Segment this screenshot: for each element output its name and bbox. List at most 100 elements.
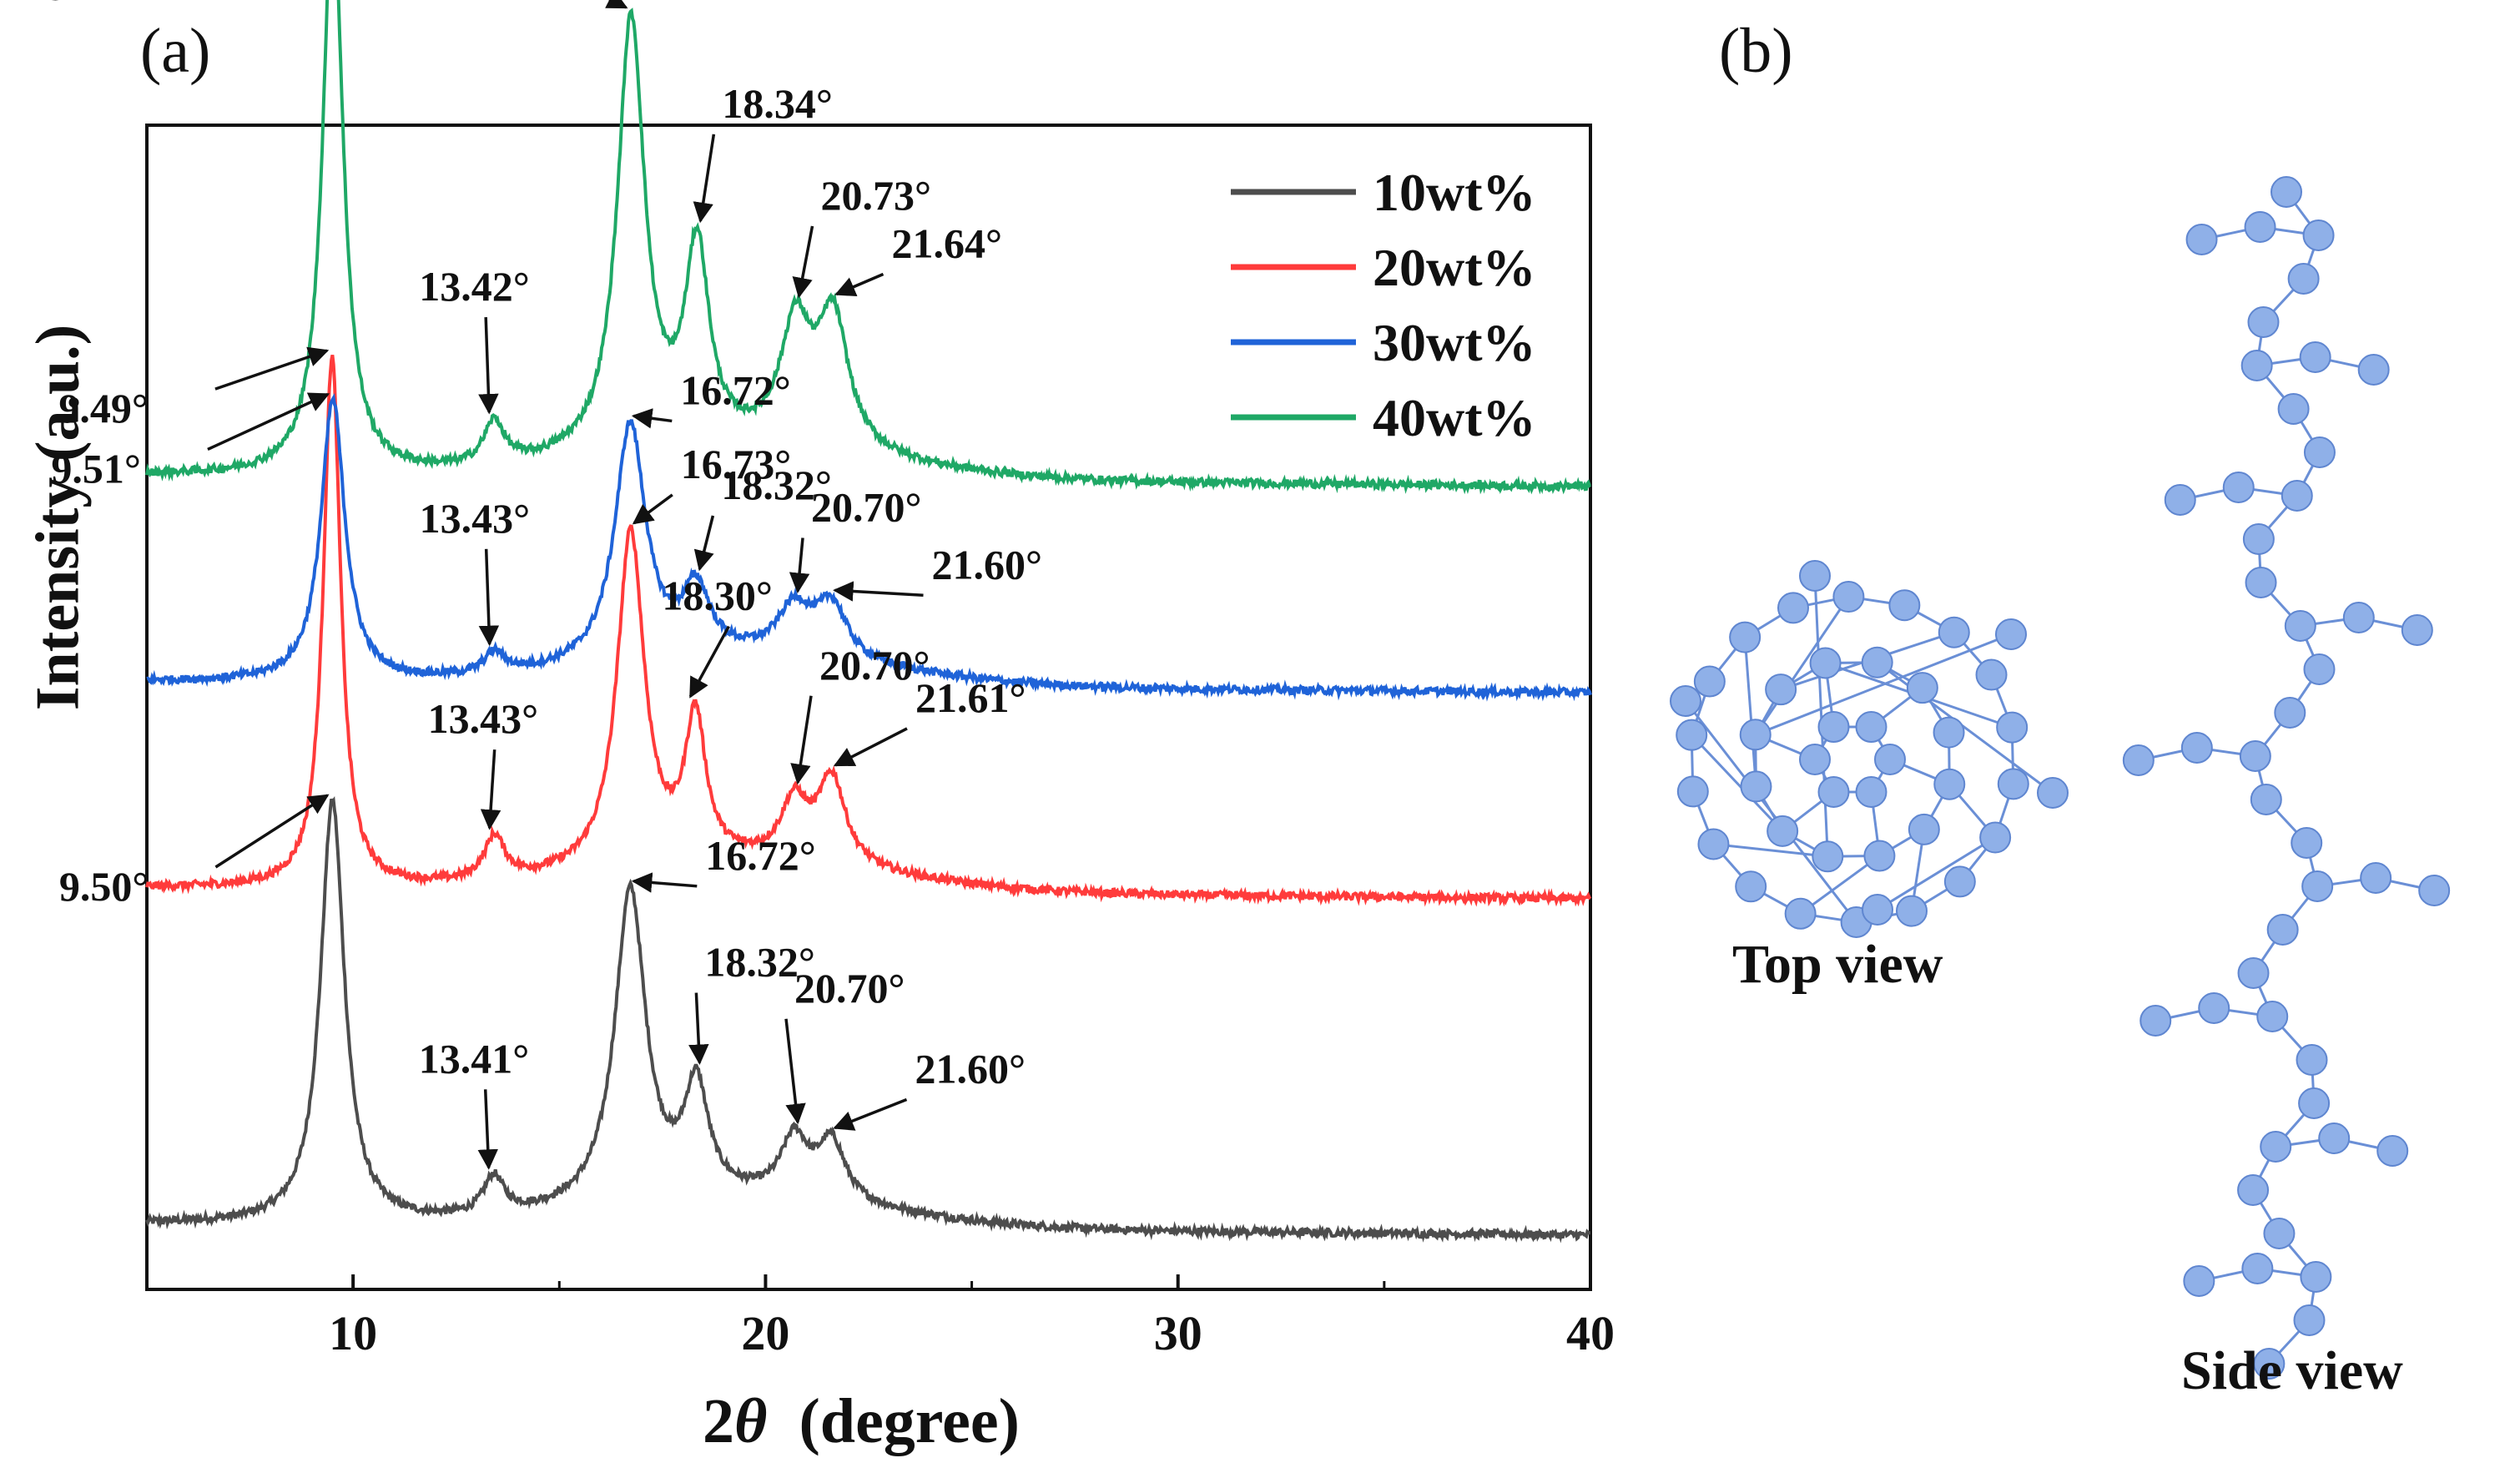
atom <box>1906 672 1938 704</box>
peak-arrow <box>784 1018 806 1125</box>
peak-label: 18.34° <box>722 80 833 127</box>
atom <box>1908 813 1940 845</box>
peak-label: 18.30° <box>662 573 773 619</box>
atom <box>2318 1122 2351 1154</box>
x-tick-label: 30 <box>1154 1306 1202 1360</box>
peak-arrow <box>207 392 330 451</box>
bond <box>1877 836 1996 911</box>
x-axis-label-theta: θ <box>734 1386 768 1456</box>
atom <box>2287 263 2320 295</box>
atom <box>2241 1253 2274 1284</box>
peak-arrow <box>478 317 499 415</box>
peak-label: 21.60° <box>915 1046 1026 1092</box>
bond <box>1813 575 1829 857</box>
atom <box>2291 827 2323 859</box>
bond <box>1743 637 1757 787</box>
peak-arrow <box>693 515 715 572</box>
atom <box>2303 653 2336 685</box>
atom <box>2222 472 2255 503</box>
atom <box>1863 840 1896 872</box>
atom <box>2245 567 2277 598</box>
atom <box>1855 711 1887 744</box>
atom <box>2256 1001 2289 1032</box>
atom <box>2277 393 2310 425</box>
atom <box>2180 732 2213 764</box>
legend-label: 30wt% <box>1373 313 1536 372</box>
atom <box>2274 697 2306 729</box>
atom <box>1933 716 1965 749</box>
atom <box>2244 211 2276 243</box>
series-layer <box>145 0 1592 1244</box>
side-view-label: Side view <box>2181 1340 2403 1401</box>
atom <box>2281 480 2313 512</box>
bond <box>1799 855 1881 915</box>
x-tick-label: 20 <box>741 1306 789 1360</box>
peak-label: 16.72° <box>705 832 816 879</box>
peak-arrow <box>214 794 330 869</box>
atom <box>2357 354 2390 386</box>
bond <box>1713 842 1828 858</box>
peak-label: 18.32° <box>704 939 815 986</box>
series-line-30wtpct <box>146 392 1592 702</box>
peak-label: 9.51° <box>47 0 137 8</box>
peak-arrow <box>631 872 698 893</box>
atom <box>1740 770 1772 803</box>
top-view-molecule <box>1670 560 2069 938</box>
series-line-20wtpct <box>145 355 1592 907</box>
atom <box>1933 768 1966 800</box>
atom <box>2299 341 2331 373</box>
bond <box>1754 596 1850 736</box>
peak-arrow <box>693 134 716 224</box>
atom <box>2164 484 2196 516</box>
atom <box>2198 992 2230 1024</box>
atom <box>2237 957 2270 989</box>
bond <box>1684 700 1857 923</box>
annotation-layer: 9.50°13.41°16.72°18.32°20.70°21.60°9.49°… <box>47 0 1042 1170</box>
peak-arrow <box>631 408 673 429</box>
atom <box>2376 1135 2409 1167</box>
atom <box>1862 894 1893 926</box>
atom <box>2139 1005 2172 1037</box>
atom <box>1938 616 1970 648</box>
peak-label: 20.73° <box>821 172 932 219</box>
atom <box>1693 665 1726 698</box>
peak-arrow <box>688 992 709 1066</box>
x-ticks: 10 20 30 40 <box>145 1274 1615 1360</box>
peak-label: 21.61° <box>915 674 1026 721</box>
atom <box>1676 775 1709 808</box>
atom <box>2302 219 2335 251</box>
atom <box>1997 768 2029 800</box>
atom <box>1943 865 1976 898</box>
atom <box>2271 176 2302 208</box>
peak-arrow <box>790 695 813 785</box>
atom <box>1832 581 1865 613</box>
peak-arrow <box>688 625 730 699</box>
atom <box>1809 647 1842 679</box>
atom <box>2237 1174 2270 1206</box>
atom <box>2260 1131 2292 1163</box>
peak-label: 18.32° <box>721 462 832 508</box>
atom <box>2253 1348 2286 1380</box>
atom <box>1777 592 1810 624</box>
peak-arrow <box>833 581 924 602</box>
atom <box>2183 1265 2215 1297</box>
atom <box>2250 784 2282 815</box>
peak-label: 13.41° <box>419 1035 530 1082</box>
atom <box>2266 914 2299 946</box>
atom <box>2247 306 2280 338</box>
atom <box>2242 523 2275 555</box>
atom <box>1888 589 1921 622</box>
atom <box>2342 602 2375 633</box>
atom <box>2293 1304 2326 1336</box>
atom <box>2418 875 2451 906</box>
peak-arrow <box>792 225 814 299</box>
atom <box>1735 870 1767 903</box>
atom <box>1817 775 1850 808</box>
peak-arrow <box>834 272 885 297</box>
x-tick-label: 10 <box>329 1306 377 1360</box>
atom <box>1676 719 1708 751</box>
atom <box>2360 862 2392 894</box>
atom <box>2263 1218 2296 1249</box>
atom <box>2240 350 2273 381</box>
atom <box>1799 744 1831 775</box>
